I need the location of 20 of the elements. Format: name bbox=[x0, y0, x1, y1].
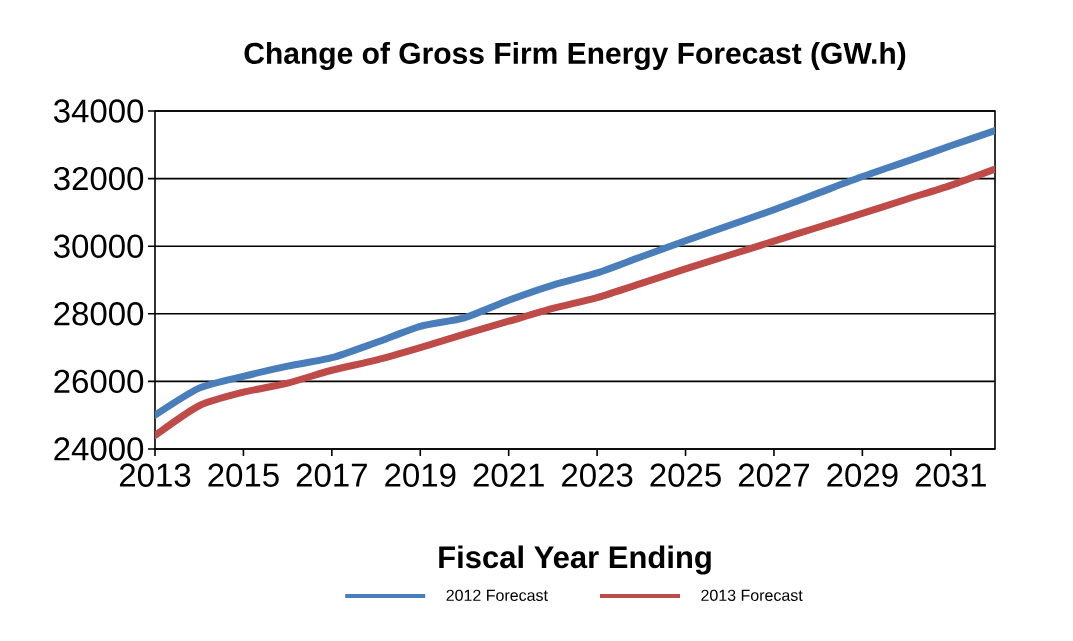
y-tick-label: 34000 bbox=[53, 99, 144, 123]
x-tick-label: 2025 bbox=[650, 463, 721, 487]
x-tick-label: 2019 bbox=[385, 463, 456, 487]
y-tick-label: 24000 bbox=[54, 437, 144, 461]
x-axis-title: Fiscal Year Ending bbox=[439, 545, 711, 575]
x-tick-label: 2027 bbox=[738, 463, 809, 487]
y-tick-label: 30000 bbox=[53, 234, 144, 258]
y-tick-label: 32000 bbox=[53, 166, 144, 191]
y-tick-label: 28000 bbox=[54, 302, 144, 326]
chart-title: Change of Gross Firm Energy Forecast (GW.h) bbox=[244, 41, 906, 71]
x-tick-label: 2031 bbox=[915, 463, 986, 487]
y-tick-label: 26000 bbox=[54, 369, 144, 394]
x-tick-label: 2021 bbox=[473, 463, 544, 487]
x-tick-label: 2029 bbox=[827, 463, 898, 487]
legend-label: 2012 Forecast bbox=[446, 589, 548, 601]
x-tick-label: 2015 bbox=[208, 463, 279, 487]
x-tick-label: 2017 bbox=[296, 463, 367, 487]
x-tick-label: 2023 bbox=[562, 463, 633, 487]
x-tick-label: 2013 bbox=[119, 463, 191, 487]
legend-label: 2013 Forecast bbox=[701, 589, 803, 601]
